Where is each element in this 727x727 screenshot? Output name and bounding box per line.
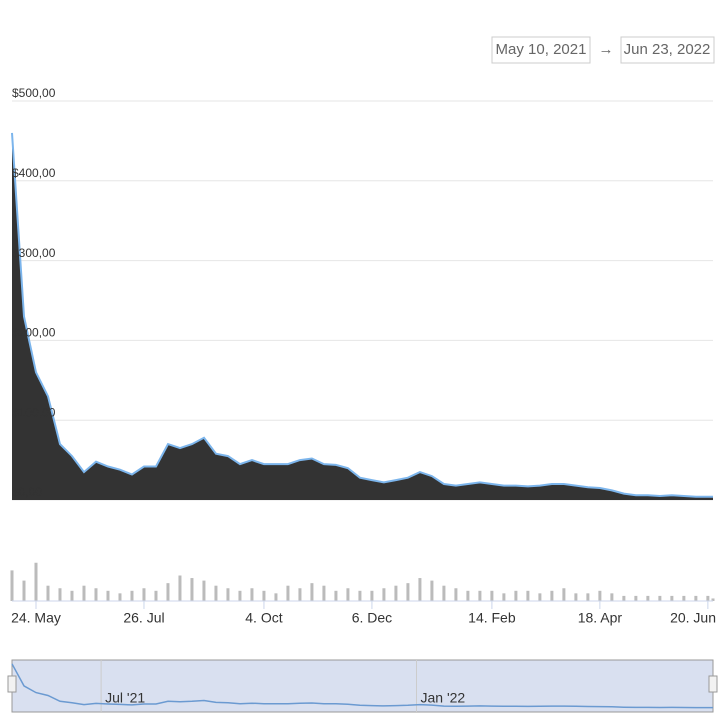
volume-bar [610,593,614,601]
volume-bar [658,595,662,601]
volume-bar [22,580,26,601]
volume-bar [202,580,206,601]
volume-bar [238,590,242,601]
volume-bar [442,585,446,601]
volume-bar [298,588,302,601]
volume-bar [82,585,86,601]
volume-bar [358,590,362,601]
volume-bar [346,588,350,601]
volume-bar [286,585,290,601]
range-from-box[interactable] [491,36,591,64]
x-tick-label: 24. May [11,610,61,626]
navigator-handle[interactable] [708,675,718,693]
volume-bar [142,588,146,601]
navigator-handle[interactable] [7,675,17,693]
volume-bar [646,595,650,601]
range-to[interactable]: Jun 23, 2022 [624,41,711,58]
volume-bar [70,590,74,601]
volume-bar [586,593,590,601]
volume-bar [562,588,566,601]
volume-bar [490,590,494,601]
navigator-label: Jul '21 [105,690,145,706]
x-tick-label: 26. Jul [123,610,164,626]
volume-bar [322,585,326,601]
volume-bar [226,588,230,601]
x-tick-label: 4. Oct [245,610,282,626]
y-tick-label: $200,00 [12,326,56,340]
volume-bar [598,590,602,601]
range-from[interactable]: May 10, 2021 [496,41,587,58]
volume-bar [334,590,338,601]
volume-bar [94,588,98,601]
y-tick-label: $100,00 [12,405,56,419]
navigator-label: Jan '22 [420,690,465,706]
volume-bar [262,590,266,601]
volume-bar [622,595,626,601]
volume-bar [706,595,710,601]
volume-bar [130,590,134,601]
x-tick-label: 14. Feb [468,610,516,626]
volume-bar [58,588,62,601]
volume-bar [250,588,254,601]
volume-bar [166,583,170,601]
range-separator: → [599,41,614,58]
volume-bar [711,598,715,601]
volume-bar [106,590,110,601]
navigator-line [11,663,713,709]
volume-bar [178,575,182,601]
y-tick-label: $400,00 [12,166,56,180]
volume-bar [502,593,506,601]
volume-bar [418,578,422,601]
volume-bar [574,593,578,601]
volume-bar [274,593,278,601]
volume-bar [46,585,50,601]
volume-bar [466,590,470,601]
volume-bar [538,593,542,601]
volume-bar [190,578,194,601]
volume-bar [214,585,218,601]
volume-bar [10,570,14,601]
volume-bar [118,593,122,601]
x-tick-label: 20. Jun [670,610,716,626]
volume-bar [310,583,314,601]
volume-bar [430,580,434,601]
y-tick-label: $300,00 [12,246,56,260]
price-area [12,132,713,500]
volume-bar [694,595,698,601]
volume-bar [670,595,674,601]
navigator-bg [11,659,714,713]
volume-bar [154,590,158,601]
price-line [11,132,713,498]
range-to-box[interactable] [620,36,715,64]
volume-bar [682,595,686,601]
volume-bar [454,588,458,601]
x-tick-label: 6. Dec [352,610,392,626]
x-tick-label: 18. Apr [578,610,623,626]
volume-bar [34,562,38,601]
y-tick-label: $0,00 [12,485,42,499]
volume-bar [634,595,638,601]
volume-bar [394,585,398,601]
volume-bar [514,590,518,601]
volume-bar [382,588,386,601]
y-tick-label: $500,00 [12,86,56,100]
volume-bar [478,590,482,601]
volume-bar [406,583,410,601]
volume-bar [550,590,554,601]
volume-bar [370,590,374,601]
volume-bar [526,590,530,601]
